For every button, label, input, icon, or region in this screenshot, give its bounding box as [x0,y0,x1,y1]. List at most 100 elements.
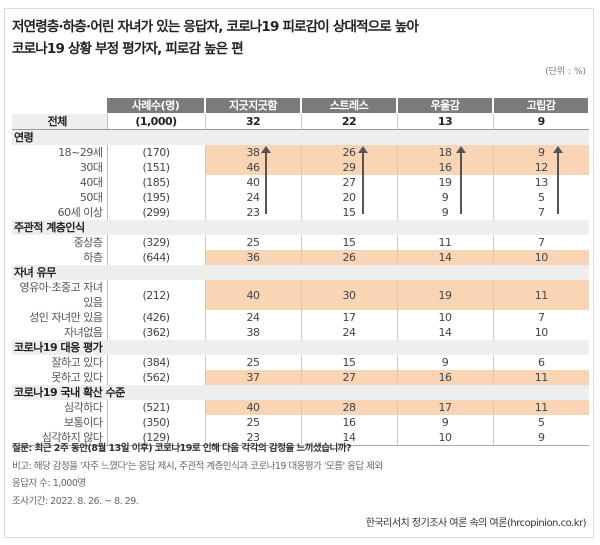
cell-value: 7 [538,236,545,249]
section-row: 연령 [12,129,589,145]
unit-label: (단위 : %) [545,67,586,77]
cell-value: 10 [397,430,494,446]
table-row: 40대 (185) 40 27 19 13 [12,175,589,190]
cell-value: 14 [301,430,398,446]
section-title: 자녀 유무 [12,265,589,280]
cell-value: 15 [301,235,398,250]
row-label: 자녀없음 [12,325,108,340]
cell-value: 19 [397,280,494,310]
cell-value: 13 [397,113,494,130]
cell-value: 22 [301,113,398,130]
header-row: 사례수(명) 지긋지긋함 스트레스 우울감 고립감 [12,98,590,114]
up-arrow-icon [456,146,466,214]
cell-value: 11 [493,400,589,415]
table-row: 60세 이상 (299) 23 15 9 7 [12,205,589,220]
row-label: 보통이다 [12,415,108,430]
row-label: 18~29세 [12,145,108,160]
section-row: 주관적 계층인식 [12,220,589,235]
cell-value: 16 [397,160,494,175]
sample-count: (129) [107,430,206,446]
cell-value: 26 [301,145,398,160]
sample-count: (350) [107,415,206,430]
cell-value: 28 [301,400,398,415]
section-title: 연령 [12,129,589,145]
table-row: 18~29세 (170) 38 26 18 9 [12,145,589,160]
period-note: 조사기간: 2022. 8. 26. ~ 8. 29. [12,495,139,507]
row-label: 30대 [12,160,108,175]
column-header: 지긋지긋함 [205,98,302,114]
cell-value: 13 [534,176,549,189]
cell-value: 30 [301,280,398,310]
sample-count: (151) [107,160,206,175]
cell-value: 16 [301,415,398,430]
figure-title: 저연령층·하층·어린 자녀가 있는 응답자, 코로나19 피로감이 상대적으로 … [12,16,419,60]
sample-count: (1,000) [107,113,206,130]
column-header: 우울감 [397,98,494,114]
table-row: 하층 (644) 36 26 14 10 [12,250,589,265]
results-table: 사례수(명) 지긋지긋함 스트레스 우울감 고립감 전체 (1,000) 32 22 13 9 연령 1… [12,98,590,446]
sample-count: (521) [107,400,206,415]
cell-value: 27 [301,175,398,190]
cell-value: 25 [205,235,302,250]
cell-value: 24 [205,190,302,205]
cell-value: 11 [397,235,494,250]
cell-value: 26 [301,250,398,265]
column-header: 사례수(명) [107,98,206,114]
cell-value: 9 [397,415,494,430]
cell-value: 11 [493,280,589,310]
cell-value: 27 [301,370,398,385]
table-row: 영유아·초중고 자녀 있음 (212) 40 30 19 11 [12,280,589,310]
question-note: 질문: 최근 2주 동안(8월 13일 이후) 코로나19로 인해 다음 각각의… [12,443,351,454]
cell-value: 19 [397,175,494,190]
cell-value: 16 [397,370,494,385]
cell-value: 23 [205,430,302,446]
row-label: 잘하고 있다 [12,355,108,370]
section-row: 코로나19 국내 확산 수준 [12,385,589,400]
cell-value: 7 [538,311,545,324]
cell-value: 23 [205,205,302,220]
figure-frame [4,8,594,538]
cell-value: 24 [301,325,398,340]
cell-value: 36 [205,250,302,265]
cell-value: 11 [493,370,589,385]
cell-value: 9 [397,355,494,370]
cell-value: 10 [397,310,494,325]
table-row: 보통이다 (350) 25 16 9 5 [12,415,589,430]
table-row: 50대 (195) 24 20 9 5 [12,190,589,205]
section-title: 코로나19 대응 평가 [12,340,589,355]
section-title: 코로나19 국내 확산 수준 [12,385,589,400]
row-label: 60세 이상 [12,205,108,220]
sample-count: (185) [107,175,206,190]
table-row: 잘하고 있다 (384) 25 15 9 6 [12,355,589,370]
cell-value: 24 [205,310,302,325]
cell-value: 38 [205,145,302,160]
section-title: 주관적 계층인식 [12,220,589,235]
cell-value: 15 [301,205,398,220]
cell-value: 40 [205,280,302,310]
sample-count: (362) [107,325,206,340]
source-credit: 한국리서치 정기조사 여론 속의 여론(hrcopinion.co.kr) [365,518,587,529]
title-line-1: 저연령층·하층·어린 자녀가 있는 응답자, 코로나19 피로감이 상대적으로 … [12,19,419,35]
cell-value: 14 [397,325,494,340]
column-header: 스트레스 [301,98,398,114]
up-arrow-icon [358,146,368,214]
column-header: 고립감 [493,98,590,114]
sample-count: (644) [107,250,206,265]
cell-value: 17 [301,310,398,325]
row-label: 중상층 [12,235,108,250]
row-label: 심각하다 [12,400,108,415]
cell-value: 6 [538,356,545,369]
cell-value: 9 [397,205,494,220]
cell-value: 18 [397,145,494,160]
respondents-note: 응답자 수: 1,000명 [12,478,86,489]
cell-value: 9 [397,190,494,205]
cell-value: 25 [205,355,302,370]
cell-value: 46 [205,160,302,175]
row-label: 심각하지 않다 [12,430,108,446]
sample-count: (562) [107,370,206,385]
sample-count: (329) [107,235,206,250]
cell-value: 40 [205,175,302,190]
sample-count: (212) [107,280,206,310]
sample-count: (426) [107,310,206,325]
table-row: 성인 자녀만 있음 (426) 24 17 10 7 [12,310,589,325]
